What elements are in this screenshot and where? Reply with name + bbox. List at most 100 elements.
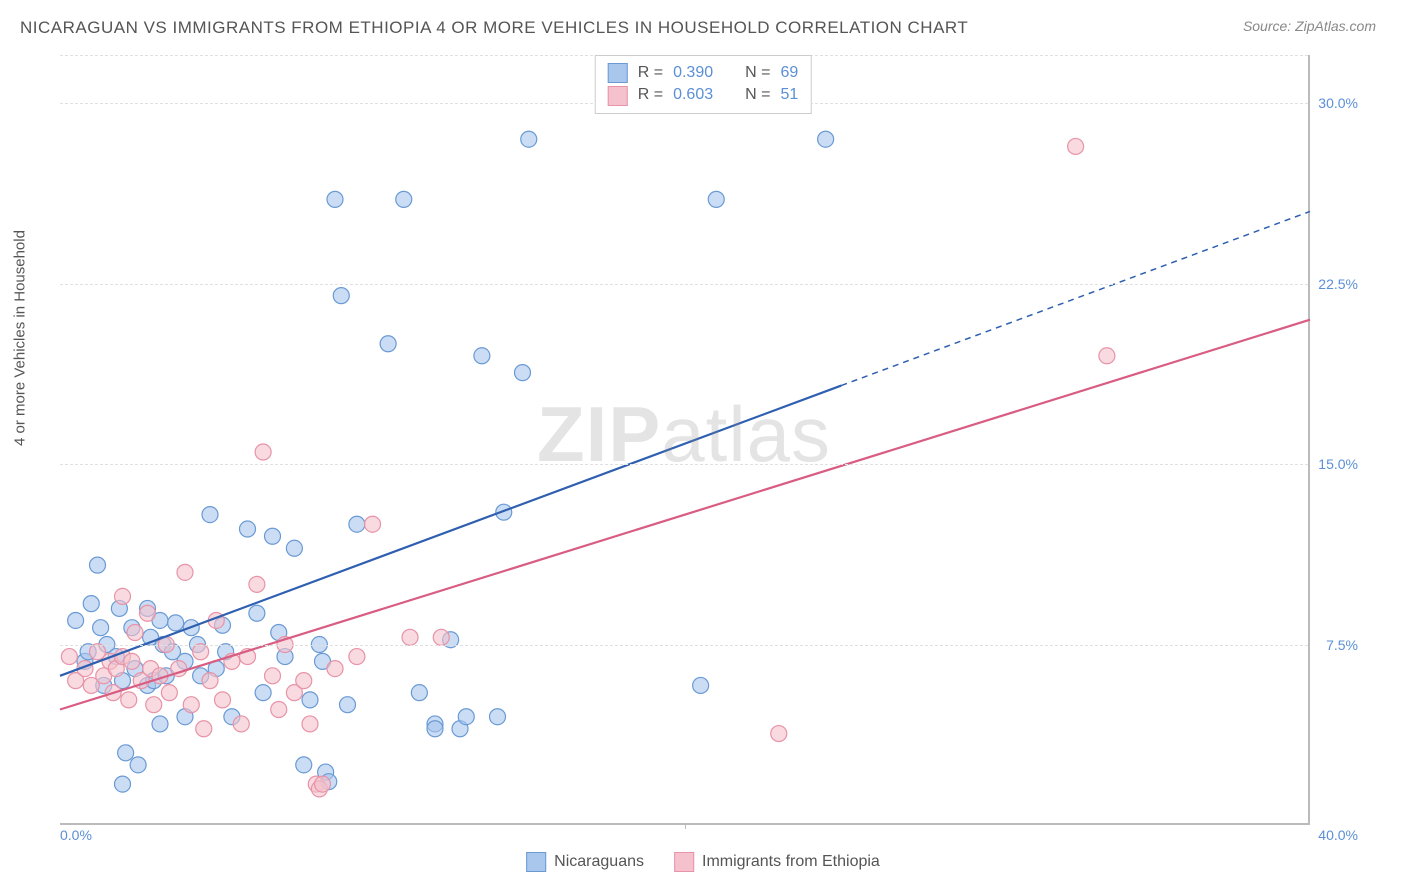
scatter-point [118,745,134,761]
scatter-point [127,625,143,641]
scatter-point [130,757,146,773]
scatter-point [302,692,318,708]
y-tick-label: 30.0% [1318,95,1358,111]
scatter-point [427,721,443,737]
legend-swatch [526,852,546,872]
scatter-point [83,596,99,612]
scatter-point [233,716,249,732]
grid-line [60,645,1308,646]
scatter-point [402,629,418,645]
scatter-point [265,528,281,544]
x-tick-end: 40.0% [1318,827,1358,843]
chart-title: NICARAGUAN VS IMMIGRANTS FROM ETHIOPIA 4… [20,18,968,38]
scatter-point [286,540,302,556]
x-tick-origin: 0.0% [60,827,92,843]
legend-r-value: 0.603 [673,84,713,106]
grid-line [60,464,1308,465]
scatter-point [202,673,218,689]
scatter-point [693,677,709,693]
source-label: Source: ZipAtlas.com [1243,18,1376,34]
legend-n-label: N = [745,62,770,84]
legend-series-label: Nicaraguans [554,853,644,871]
legend-r-label: R = [638,84,663,106]
scatter-point [365,516,381,532]
legend-n-value: 69 [780,62,798,84]
scatter-point [708,191,724,207]
scatter-point [249,576,265,592]
legend-swatch [608,86,628,106]
scatter-point [140,605,156,621]
scatter-point [215,692,231,708]
legend-r-value: 0.390 [673,62,713,84]
legend-bottom: Nicaraguans Immigrants from Ethiopia [526,852,880,872]
scatter-point [61,649,77,665]
scatter-point [177,564,193,580]
scatter-point [1068,138,1084,154]
legend-swatch [674,852,694,872]
scatter-point [771,726,787,742]
scatter-point [265,668,281,684]
scatter-point [302,716,318,732]
scatter-point [146,697,162,713]
scatter-point [433,629,449,645]
scatter-point [349,649,365,665]
scatter-point [458,709,474,725]
legend-series-label: Immigrants from Ethiopia [702,853,880,871]
trend-line [60,320,1310,710]
legend-n-value: 51 [780,84,798,106]
scatter-point [168,615,184,631]
scatter-point [183,697,199,713]
scatter-point [255,685,271,701]
scatter-point [193,644,209,660]
scatter-point [349,516,365,532]
scatter-point [380,336,396,352]
scatter-point [255,444,271,460]
scatter-point [296,673,312,689]
legend-top-row: R = 0.390 N = 69 [608,62,799,84]
scatter-point [93,620,109,636]
grid-line [60,284,1308,285]
scatter-point [474,348,490,364]
plot-svg [60,55,1308,823]
legend-top-row: R = 0.603 N = 51 [608,84,799,106]
scatter-point [124,653,140,669]
scatter-point [490,709,506,725]
x-tick-mark [685,823,686,829]
legend-n-label: N = [745,84,770,106]
scatter-point [115,588,131,604]
scatter-point [327,191,343,207]
scatter-point [411,685,427,701]
scatter-point [521,131,537,147]
plot-area: ZIPatlas 0.0% 40.0% 7.5%15.0%22.5%30.0% [60,55,1310,825]
scatter-point [515,365,531,381]
scatter-point [271,702,287,718]
legend-r-label: R = [638,62,663,84]
y-tick-label: 7.5% [1326,637,1358,653]
scatter-point [121,692,137,708]
scatter-point [240,521,256,537]
scatter-point [152,716,168,732]
scatter-point [161,685,177,701]
scatter-point [90,557,106,573]
y-tick-label: 15.0% [1318,456,1358,472]
legend-bottom-item: Nicaraguans [526,852,644,872]
scatter-point [818,131,834,147]
trend-line-dashed [841,211,1310,385]
legend-top: R = 0.390 N = 69 R = 0.603 N = 51 [595,55,812,114]
scatter-point [1099,348,1115,364]
scatter-point [296,757,312,773]
scatter-point [196,721,212,737]
legend-swatch [608,63,628,83]
scatter-point [340,697,356,713]
scatter-point [202,507,218,523]
legend-bottom-item: Immigrants from Ethiopia [674,852,880,872]
scatter-point [315,776,331,792]
scatter-point [396,191,412,207]
y-tick-label: 22.5% [1318,276,1358,292]
scatter-point [333,288,349,304]
y-axis-label: 4 or more Vehicles in Household [12,230,29,446]
scatter-point [115,776,131,792]
scatter-point [327,661,343,677]
scatter-point [249,605,265,621]
scatter-point [68,612,84,628]
